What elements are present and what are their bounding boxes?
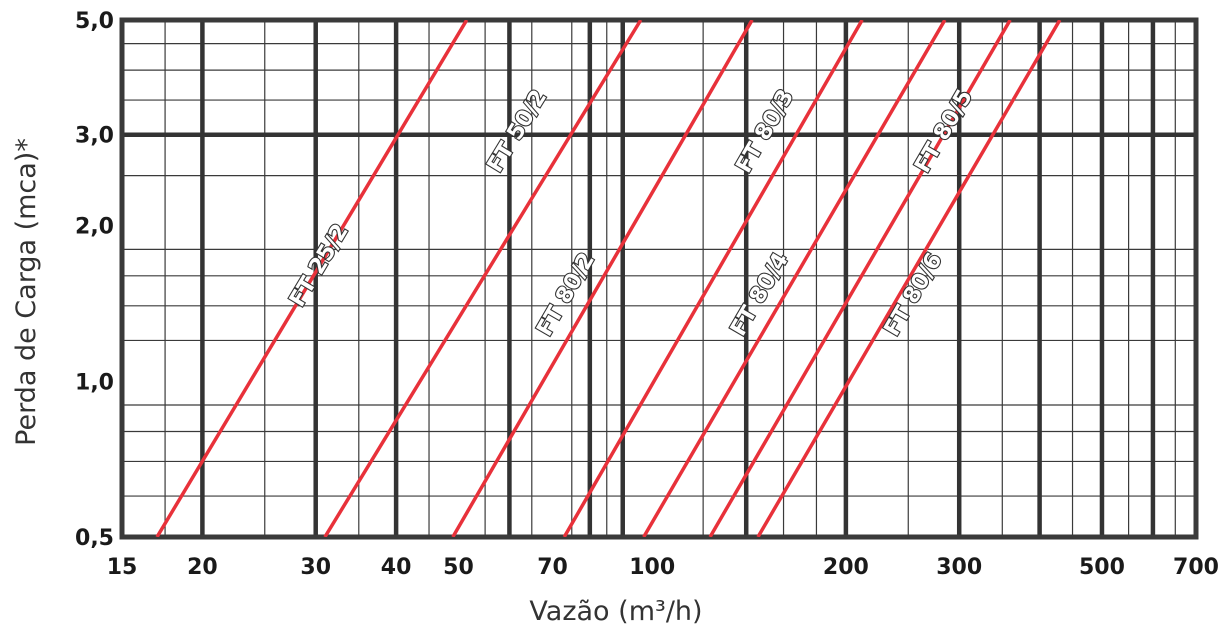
- series-line-ft-80-5: [708, 20, 1012, 537]
- x-tick-label: 20: [187, 555, 218, 580]
- series-line-ft-80-2: [451, 20, 754, 537]
- series-line-ft-50-2: [323, 20, 643, 537]
- x-tick-label: 15: [107, 555, 138, 580]
- series-line-ft-80-3: [562, 20, 864, 537]
- series-line-ft-25-2: [155, 20, 469, 537]
- y-axis-title: Perda de Carga (mca)*: [11, 138, 42, 446]
- x-tick-label: 500: [1079, 555, 1125, 580]
- series-line-ft-80-4: [642, 20, 947, 537]
- x-tick-label: 30: [300, 555, 331, 580]
- x-axis-title: Vazão (m³/h): [529, 596, 702, 627]
- y-tick-label: 0,5: [75, 526, 114, 551]
- x-tick-label: 200: [823, 555, 869, 580]
- x-tick-label: 40: [381, 555, 412, 580]
- series-labels: FT 25/2FT 50/2FT 80/2FT 80/3FT 80/4FT 80…: [284, 84, 979, 341]
- x-tick-label: 100: [629, 555, 675, 580]
- x-tick-labels: 15 20 30 40 50 70 100 200 300 500 700: [107, 555, 1219, 580]
- series-label-ft-25-2: FT 25/2: [285, 220, 354, 311]
- x-tick-label: 300: [936, 555, 982, 580]
- y-tick-label: 2,0: [75, 215, 114, 240]
- series-label-ft-80-6: FT 80/6: [880, 249, 948, 341]
- series-label-ft-80-5: FT 80/5: [910, 85, 978, 177]
- x-tick-label: 50: [443, 555, 474, 580]
- y-tick-label: 1,0: [75, 370, 114, 395]
- major-gridlines: [122, 20, 1196, 537]
- y-tick-label: 3,0: [75, 124, 114, 149]
- plot-frame: [119, 17, 1199, 540]
- y-tick-labels: 0,5 1,0 2,0 3,0 5,0: [75, 9, 114, 551]
- x-tick-label: 700: [1173, 555, 1219, 580]
- series-line-ft-80-6: [756, 20, 1062, 537]
- minor-gridlines: [122, 20, 1196, 537]
- series-label-ft-80-3: FT 80/3: [732, 85, 799, 177]
- x-tick-label: 70: [537, 555, 568, 580]
- series-lines: [155, 20, 1062, 537]
- y-tick-label: 5,0: [75, 9, 114, 34]
- series-label-ft-50-2: FT 50/2: [483, 86, 552, 177]
